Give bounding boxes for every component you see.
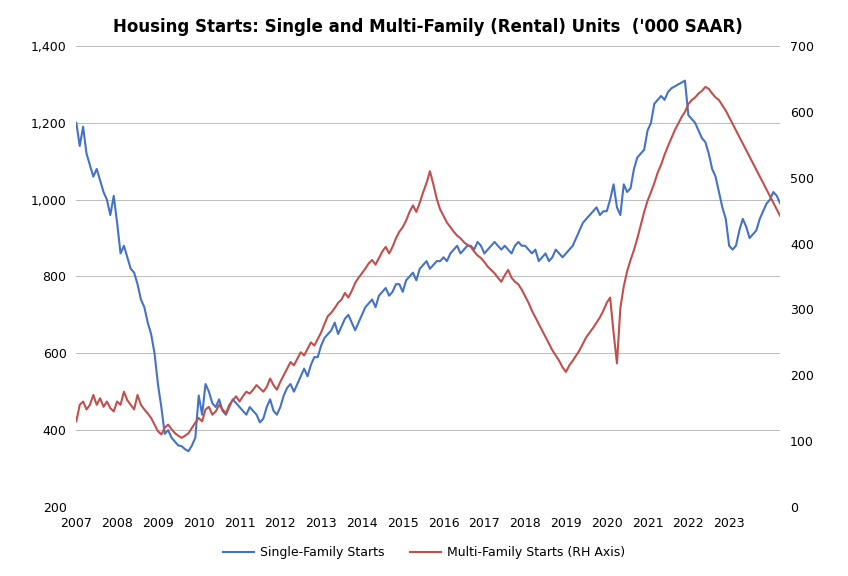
Single-Family Starts	[694, 127, 704, 134]
Multi-Family Starts (RH Axis)	[109, 408, 119, 415]
Single-Family Starts	[680, 77, 690, 84]
Multi-Family Starts (RH Axis)	[176, 434, 187, 441]
Single-Family Starts	[126, 266, 136, 272]
Multi-Family Starts (RH Axis)	[71, 418, 81, 425]
Single-Family Starts	[421, 257, 432, 264]
Multi-Family Starts (RH Axis)	[126, 401, 136, 408]
Single-Family Starts	[605, 196, 616, 203]
Single-Family Starts	[789, 215, 799, 222]
Single-Family Starts	[109, 192, 119, 199]
Multi-Family Starts (RH Axis)	[605, 294, 616, 301]
Line: Single-Family Starts: Single-Family Starts	[76, 81, 794, 451]
Legend: Single-Family Starts, Multi-Family Starts (RH Axis): Single-Family Starts, Multi-Family Start…	[218, 541, 630, 564]
Multi-Family Starts (RH Axis)	[700, 84, 711, 90]
Single-Family Starts	[71, 119, 81, 126]
Multi-Family Starts (RH Axis)	[584, 329, 594, 336]
Title: Housing Starts: Single and Multi-Family (Rental) Units  ('000 SAAR): Housing Starts: Single and Multi-Family …	[114, 18, 743, 36]
Single-Family Starts	[584, 211, 594, 218]
Line: Multi-Family Starts (RH Axis): Multi-Family Starts (RH Axis)	[76, 87, 794, 438]
Single-Family Starts	[183, 448, 193, 454]
Multi-Family Starts (RH Axis)	[789, 260, 799, 267]
Multi-Family Starts (RH Axis)	[690, 94, 700, 101]
Multi-Family Starts (RH Axis)	[421, 180, 432, 187]
